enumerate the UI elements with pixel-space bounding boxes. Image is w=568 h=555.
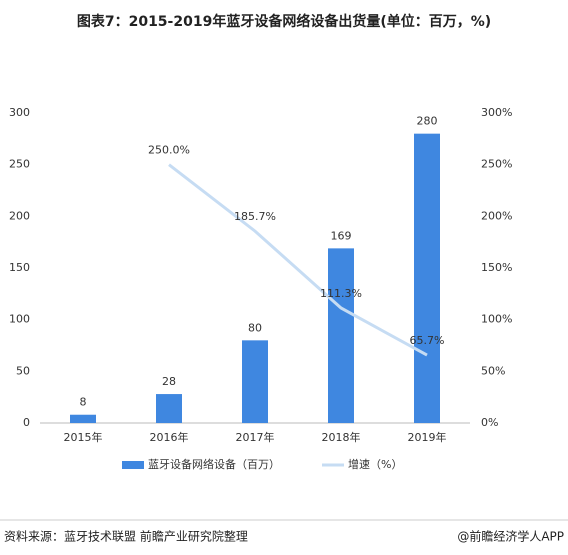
x-tick-label: 2016年 <box>150 430 189 444</box>
bar-label: 28 <box>162 375 176 388</box>
bar <box>242 340 268 423</box>
bar-label: 169 <box>331 229 352 242</box>
y-tick-label: 250 <box>9 158 30 171</box>
bar-label: 280 <box>417 115 438 128</box>
y2-tick-label: 0% <box>481 416 498 429</box>
y2-tick-label: 50% <box>481 364 505 377</box>
y-tick-label: 300 <box>9 106 30 119</box>
y-tick-label: 100 <box>9 313 30 326</box>
y-tick-label: 150 <box>9 261 30 274</box>
legend-label: 增速（%） <box>348 457 402 471</box>
line-label: 111.3% <box>320 287 362 300</box>
y2-tick-label: 150% <box>481 261 512 274</box>
chart-title: 图表7：2015-2019年蓝牙设备网络设备出货量(单位：百万，%) <box>77 13 491 30</box>
line-label: 65.7% <box>410 334 445 347</box>
bar-label: 8 <box>80 396 87 409</box>
x-tick-label: 2018年 <box>322 430 361 444</box>
line-label: 185.7% <box>234 210 276 223</box>
bar <box>414 133 440 423</box>
y-tick-label: 0 <box>23 416 30 429</box>
bar <box>70 414 96 423</box>
x-tick-label: 2017年 <box>236 430 275 444</box>
y2-tick-label: 300% <box>481 106 512 119</box>
credit: @前瞻经济学人APP <box>457 529 564 544</box>
growth-line <box>168 163 428 357</box>
y2-tick-label: 200% <box>481 209 512 222</box>
legend-swatch <box>122 461 144 469</box>
bar <box>328 248 354 423</box>
x-tick-label: 2019年 <box>408 430 447 444</box>
y-tick-label: 200 <box>9 209 30 222</box>
bar-label: 80 <box>248 321 262 334</box>
source: 资料来源：蓝牙技术联盟 前瞻产业研究院整理 <box>4 529 248 544</box>
line-label: 250.0% <box>148 144 190 157</box>
bar <box>156 394 182 423</box>
x-tick-label: 2015年 <box>64 430 103 444</box>
legend-label: 蓝牙设备网络设备（百万） <box>148 457 280 471</box>
y-tick-label: 50 <box>16 364 30 377</box>
y2-tick-label: 250% <box>481 158 512 171</box>
y2-tick-label: 100% <box>481 313 512 326</box>
